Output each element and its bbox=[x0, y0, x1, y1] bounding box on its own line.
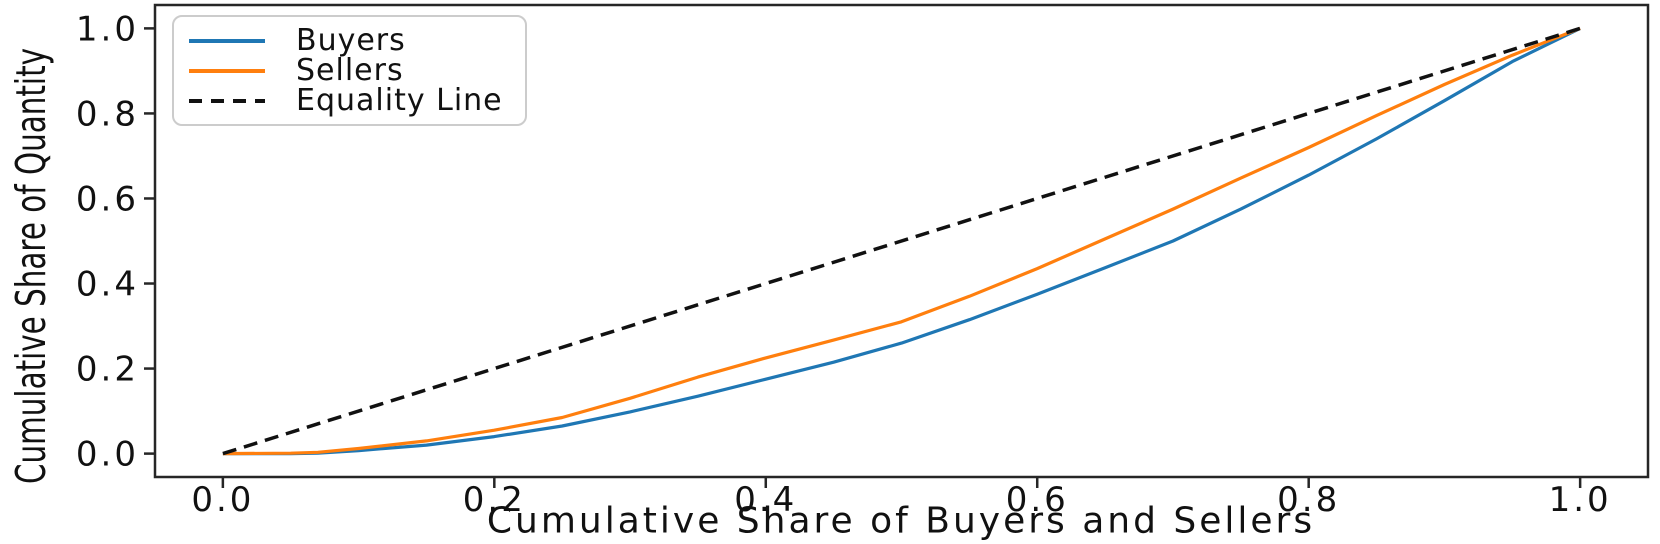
x-tick-label: 0.4 bbox=[734, 480, 797, 520]
x-axis-label: Cumulative Share of Buyers and Sellers bbox=[486, 500, 1316, 542]
series-line-sellers bbox=[222, 26, 1581, 456]
equality-line-sample-icon bbox=[189, 98, 265, 103]
x-tick-label: 1.0 bbox=[1549, 480, 1612, 520]
y-tick-label: 1.0 bbox=[76, 9, 139, 49]
x-tick-label: 0.6 bbox=[1006, 480, 1069, 520]
legend-label-buyers: Buyers bbox=[296, 23, 406, 58]
legend-label-equality: Equality Line bbox=[296, 83, 503, 118]
y-tick-label: 0.4 bbox=[76, 265, 139, 305]
axes-box bbox=[153, 3, 1650, 479]
y-tick-label: 0.2 bbox=[76, 350, 139, 390]
y-axis-label: Cumulative Share of Quantity bbox=[7, 47, 55, 485]
series-line-equality-line bbox=[222, 26, 1581, 456]
legend-row-sellers: Sellers bbox=[189, 53, 503, 88]
series-line-buyers bbox=[222, 26, 1581, 456]
x-tick-label: 0.8 bbox=[1277, 480, 1340, 520]
legend-label-sellers: Sellers bbox=[296, 53, 404, 88]
legend: Buyers Sellers Equality Line bbox=[172, 15, 527, 126]
x-tick-label: 0.0 bbox=[191, 480, 254, 520]
legend-row-equality: Equality Line bbox=[189, 83, 503, 118]
legend-row-buyers: Buyers bbox=[189, 23, 503, 58]
y-tick-label: 0.6 bbox=[76, 179, 139, 219]
y-tick-label: 0.8 bbox=[76, 94, 139, 134]
x-tick-label: 0.2 bbox=[463, 480, 526, 520]
buyers-line-sample-icon bbox=[189, 38, 265, 43]
y-tick-label: 0.0 bbox=[76, 435, 139, 475]
sellers-line-sample-icon bbox=[189, 68, 265, 73]
